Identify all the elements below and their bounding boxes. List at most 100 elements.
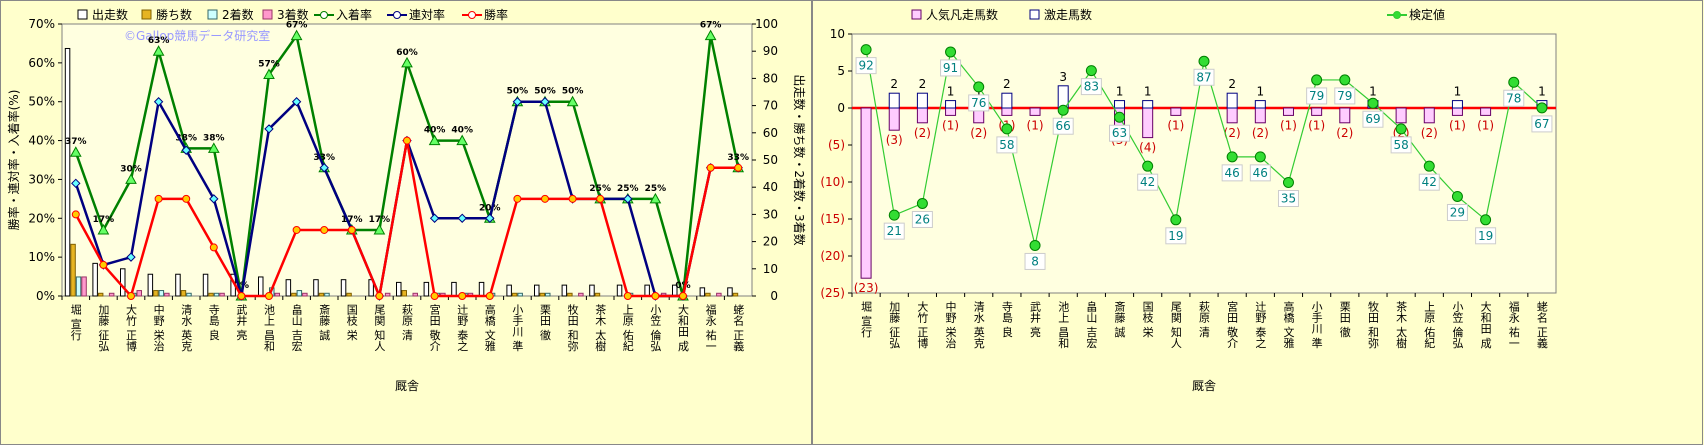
y2-tick-label: 70 <box>763 99 778 113</box>
x-tick-label: 大和田 成 <box>1479 300 1492 349</box>
legend-label: 出走数 <box>92 7 128 22</box>
x-tick-label: 尾関 知人 <box>1169 301 1182 349</box>
bar <box>517 292 523 297</box>
x-tick-label: 国枝 栄 <box>345 304 358 341</box>
x-tick-label: 萩原 清 <box>1198 301 1211 338</box>
marker <box>458 292 467 300</box>
marker <box>265 292 273 300</box>
bar <box>1029 107 1041 116</box>
bar <box>1311 107 1323 116</box>
marker <box>1423 160 1435 172</box>
x-tick-label: 中野 栄治 <box>152 304 165 352</box>
x-tick-label: 牧田 和弥 <box>1366 300 1379 349</box>
y2-axis-title: 出走数・勝ち数・2着数・3着数 <box>792 74 807 245</box>
marker <box>485 292 494 300</box>
label-box <box>1503 89 1525 107</box>
bar <box>1001 92 1013 109</box>
x-tick-label: 武井 亮 <box>1029 301 1042 338</box>
bar <box>451 281 457 297</box>
marker <box>945 46 957 58</box>
legend-swatch <box>911 9 922 20</box>
marker <box>540 97 550 107</box>
marker <box>513 194 522 203</box>
line-value-label: 30% <box>120 164 142 174</box>
bar <box>594 292 601 297</box>
line-value-label: 46 <box>1253 166 1268 180</box>
marker <box>541 194 549 203</box>
x-tick-label: 茶木 太樹 <box>594 304 607 352</box>
label-box <box>1446 203 1468 221</box>
x-tick-label: 寺島 良 <box>207 304 220 341</box>
marker <box>263 68 275 80</box>
marker <box>347 225 356 234</box>
bar-value-label: 1 <box>947 85 955 99</box>
bar-value-label: 1 <box>1256 85 1264 99</box>
marker <box>888 209 900 221</box>
x-tick-label: 栗田 徹 <box>539 304 552 341</box>
bar <box>578 292 584 297</box>
bar <box>258 276 264 297</box>
marker <box>69 146 82 157</box>
marker <box>456 134 469 146</box>
bar <box>285 279 292 297</box>
y-tick-label: (20) <box>820 249 845 263</box>
line-value-label: 50% <box>534 87 556 97</box>
label-box <box>1109 124 1131 142</box>
x-tick-label: 高橋 文雅 <box>1282 300 1295 349</box>
line-value-label: 17% <box>341 215 363 225</box>
label-box <box>1531 115 1553 133</box>
bar <box>1282 107 1294 116</box>
marker <box>71 178 81 189</box>
line-value-label: 25% <box>645 184 667 194</box>
bar <box>916 92 928 109</box>
marker <box>916 197 928 209</box>
marker <box>99 260 108 269</box>
line-value-label: 17% <box>93 215 115 225</box>
bar <box>340 279 347 297</box>
bar-value-label: 2 <box>1228 77 1236 91</box>
marker <box>512 97 523 107</box>
line-value-label: 67% <box>700 21 722 31</box>
bar-value-label: (1) <box>1167 118 1184 132</box>
x-tick-label: 加藤 征弘 <box>888 301 901 349</box>
marker <box>181 145 191 155</box>
bar-value-label: (1) <box>1449 118 1466 132</box>
bar-value-label: (23) <box>854 281 879 295</box>
marker <box>71 210 80 219</box>
marker <box>596 194 605 203</box>
label-box <box>1334 87 1356 105</box>
bar-value-label: 1 <box>1538 85 1546 99</box>
x-tick-label: 福永 祐一 <box>1507 300 1520 349</box>
marker <box>651 292 660 300</box>
line-value-label: 8 <box>1031 254 1039 268</box>
bar <box>1339 107 1351 124</box>
bar <box>175 273 181 297</box>
y-tick-label: (10) <box>820 175 845 189</box>
marker <box>430 292 439 300</box>
y2-tick-label: 50 <box>763 153 778 167</box>
bar <box>1114 100 1126 109</box>
y2-tick-label: 90 <box>763 44 778 58</box>
legend-swatch <box>77 9 88 20</box>
bar <box>567 292 573 297</box>
legend-marker <box>393 11 401 19</box>
bar <box>313 279 319 297</box>
bar <box>644 284 650 297</box>
bar-value-label: 1 <box>1144 85 1152 99</box>
x-tick-label: 池上 昌和 <box>263 304 276 352</box>
y2-tick-label: 40 <box>763 180 778 194</box>
bar <box>860 107 872 279</box>
y2-tick-label: 100 <box>755 17 778 31</box>
line-value-label: 63 <box>1112 126 1127 140</box>
bar-value-label: (1) <box>1027 118 1044 132</box>
bar <box>401 290 407 297</box>
marker <box>566 95 579 107</box>
line-value-label: 42 <box>1140 175 1155 189</box>
marker <box>1001 123 1013 135</box>
line-value-label: 92 <box>858 59 873 73</box>
marker <box>1536 102 1548 114</box>
line-value-label: 26 <box>915 212 930 226</box>
bar-value-label: (2) <box>1252 126 1269 140</box>
x-tick-label: 国枝 栄 <box>1141 301 1154 338</box>
y2-tick-label: 10 <box>763 262 778 276</box>
